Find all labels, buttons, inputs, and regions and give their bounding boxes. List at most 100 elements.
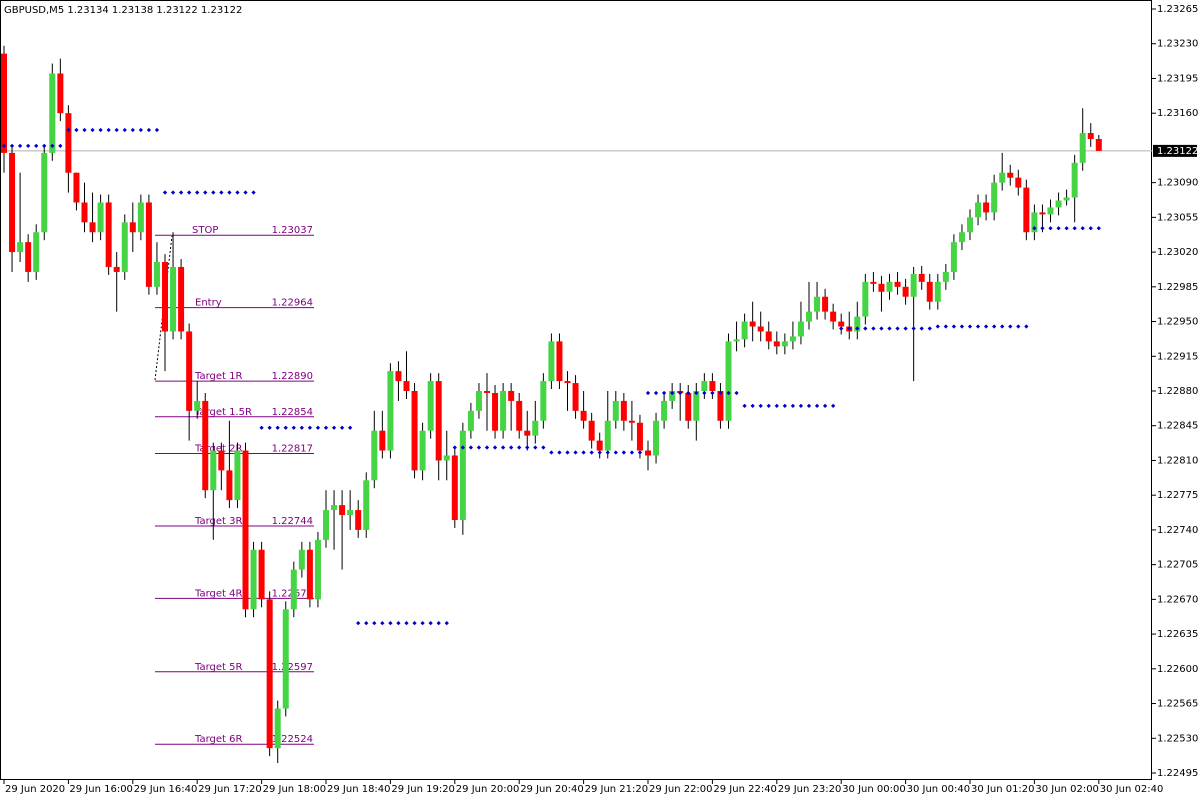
y-tick-label: 1.22775 [1157, 490, 1198, 501]
level-dot [895, 326, 900, 331]
chart-title: GBPUSD,M5 1.23134 1.23138 1.23122 1.2312… [4, 5, 242, 16]
y-tick-label: 1.22600 [1157, 664, 1198, 675]
candle-body [572, 383, 579, 411]
candle-body [379, 430, 386, 451]
level-dot [975, 324, 981, 329]
level-dot [460, 445, 465, 450]
candle-body [194, 400, 201, 411]
level-dot [509, 445, 514, 450]
level-dot [637, 450, 643, 455]
target-price: 1.22817 [272, 444, 313, 455]
candle-body [862, 281, 869, 317]
candle-body [628, 420, 635, 423]
candle-body [717, 391, 724, 421]
level-dot [814, 403, 820, 409]
candle-body [1071, 162, 1078, 198]
level-dot [686, 390, 691, 396]
candle-body [806, 311, 812, 322]
candle-body [186, 331, 193, 411]
level-dot [847, 326, 852, 331]
current-price-label: 1.23122 [1157, 146, 1198, 157]
level-dot [694, 390, 699, 396]
level-dot [919, 326, 924, 331]
level-dot [307, 425, 313, 430]
level-dot [831, 403, 836, 409]
candle-body [781, 341, 788, 347]
level-dot [790, 403, 796, 409]
candle-body [492, 392, 499, 431]
level-dot [726, 390, 731, 396]
candle-body [73, 172, 80, 203]
candle-body [355, 510, 362, 530]
level-dot [452, 445, 457, 450]
candle-body [210, 450, 217, 491]
x-tick-label: 30 Jun 00:40 [907, 784, 971, 795]
level-dot [959, 324, 965, 329]
candle-body [178, 266, 185, 332]
candle-body [709, 381, 716, 391]
candle-body [41, 152, 48, 233]
level-dot [227, 190, 232, 195]
candle-body [89, 222, 96, 233]
level-dot [517, 445, 522, 450]
candle-body [669, 391, 676, 401]
level-dot [557, 450, 562, 455]
candle-body [653, 420, 660, 456]
candle-body [290, 569, 297, 610]
level-dot [74, 127, 79, 133]
y-tick-label: 1.22810 [1157, 455, 1198, 466]
level-dot [951, 324, 957, 329]
level-dot [9, 143, 15, 149]
candle-body [540, 381, 547, 421]
level-dot [798, 403, 804, 409]
candle-body [773, 341, 780, 347]
level-dot [380, 621, 385, 626]
y-tick-label: 1.22565 [1157, 699, 1198, 710]
candle-body [121, 222, 128, 272]
candle-body [105, 202, 112, 267]
level-dot [549, 450, 554, 455]
level-dot [855, 326, 860, 331]
candle-body [266, 599, 273, 749]
level-dot [927, 326, 932, 331]
candle-body [467, 410, 474, 431]
level-dot [146, 127, 152, 133]
level-dot [605, 450, 610, 455]
candle-body [967, 217, 973, 233]
candle-body [331, 505, 338, 511]
target-price: 1.22890 [272, 371, 313, 382]
candle-body [548, 341, 555, 382]
level-dot [1000, 324, 1005, 329]
level-dot [911, 326, 916, 331]
candle-body [347, 510, 354, 516]
candle-body [411, 391, 418, 471]
candle-body [226, 470, 233, 501]
candle-body [323, 510, 329, 540]
candle-body [306, 549, 313, 600]
level-dot [428, 621, 433, 626]
level-dot [1016, 324, 1021, 329]
level-dot [661, 390, 667, 396]
level-dot [573, 450, 578, 455]
candle-body [427, 381, 434, 431]
candle-body [314, 539, 321, 600]
candle-body [1023, 187, 1030, 233]
candle-body [435, 381, 442, 461]
candle-body [685, 392, 692, 421]
candle-body [645, 450, 651, 456]
candle-body [580, 410, 587, 421]
y-tick-label: 1.23090 [1157, 178, 1198, 189]
y-tick-label: 1.23020 [1157, 247, 1198, 258]
candle-body [524, 430, 531, 436]
level-dot [678, 390, 683, 396]
level-dot [364, 621, 369, 626]
candle-body [926, 281, 933, 302]
x-tick-label: 29 Jun 16:40 [134, 784, 198, 795]
level-dot [702, 390, 707, 396]
level-dot [653, 390, 659, 396]
level-dot [122, 127, 127, 133]
candle-body [258, 549, 265, 600]
candle-body [934, 281, 941, 302]
level-dot [178, 190, 184, 195]
